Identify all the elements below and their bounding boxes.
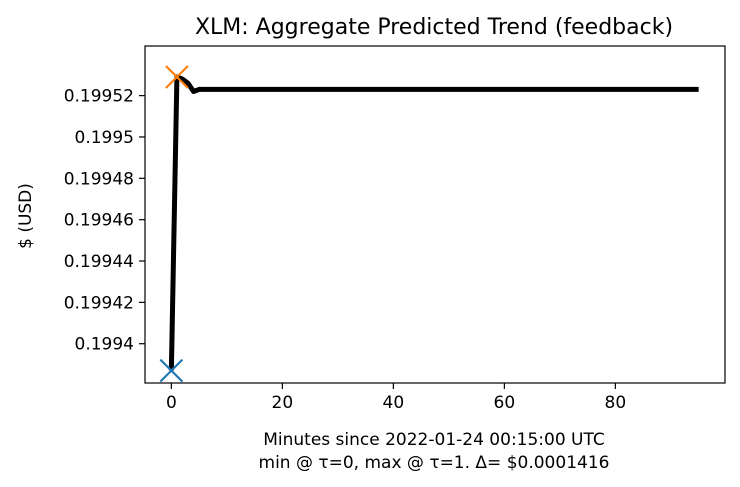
plot-frame: [144, 45, 726, 384]
x-axis-ticks: 0 20 40 60 80: [166, 383, 626, 413]
y-tick-label: 0.19942: [64, 293, 134, 313]
x-axis-label: Minutes since 2022-01-24 00:15:00 UTC: [263, 430, 605, 450]
x-axis-label-line2: min @ τ=0, max @ τ=1. Δ= $0.0001416: [259, 453, 610, 473]
marker-layer: [159, 65, 189, 383]
y-tick-label: 0.19948: [64, 169, 134, 189]
y-tick-label: 0.1995: [75, 128, 134, 148]
x-tick-label: 0: [166, 393, 177, 413]
y-tick-label: 0.19944: [64, 252, 134, 272]
series-line-0: [168, 74, 699, 371]
max-marker: [165, 65, 189, 89]
x-tick-label: 60: [494, 393, 516, 413]
series-layer: [168, 74, 699, 371]
x-tick-label: 40: [383, 393, 405, 413]
chart-title: XLM: Aggregate Predicted Trend (feedback…: [195, 15, 673, 40]
y-tick-label: 0.19952: [64, 87, 134, 107]
plot-area: 0 20 40 60 80 0.19940.199420.199440.199460.1…: [64, 45, 726, 413]
y-axis-ticks: 0.1994 0.19942 0.19944 0.19946 0.19948 0.1995…: [64, 87, 145, 355]
y-tick-label: 0.19946: [64, 211, 134, 231]
y-axis-label: $ (USD): [16, 183, 36, 249]
y-tick-label: 0.1994: [75, 335, 134, 355]
x-tick-label: 80: [605, 393, 627, 413]
min-marker: [159, 358, 184, 383]
x-tick-label: 20: [272, 393, 294, 413]
